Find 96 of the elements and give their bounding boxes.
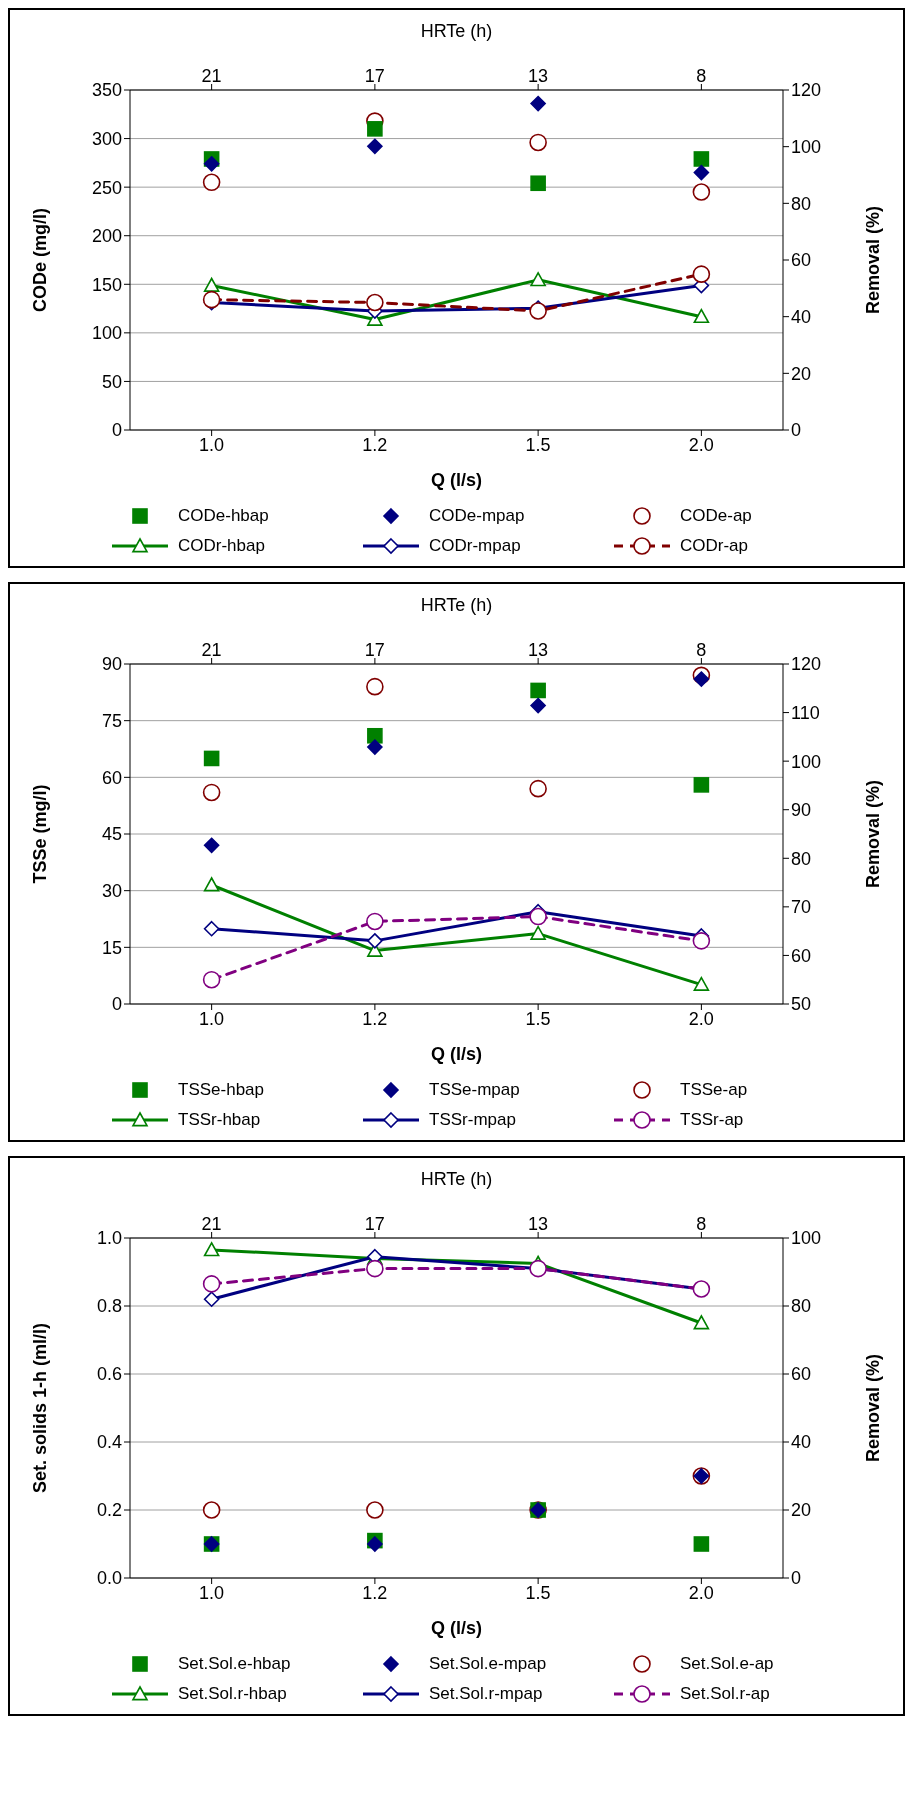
x-tick-label: 1.0 xyxy=(199,1008,225,1029)
text: 17 xyxy=(364,66,385,86)
y-tick-label: 1.0 xyxy=(96,1228,122,1249)
y2-tick-label: 60 xyxy=(791,250,812,271)
legend-label: CODr-hbap xyxy=(178,536,265,556)
y-tick-label: 0 xyxy=(111,420,122,441)
x-tick-label: 2.0 xyxy=(688,434,714,455)
y2-tick-label: 0 xyxy=(791,1568,802,1589)
text: 17 xyxy=(364,640,385,660)
legend-label: CODr-ap xyxy=(680,536,749,556)
y2-axis-title: Removal (%) xyxy=(863,779,884,889)
y-tick-label: 150 xyxy=(91,274,122,295)
y-tick-label: 0.4 xyxy=(96,1432,122,1453)
y-tick-label: 350 xyxy=(91,80,122,101)
y-tick-label: 0.8 xyxy=(96,1296,122,1317)
y-tick-label: 0 xyxy=(111,994,122,1015)
x-tick-label: 1.2 xyxy=(362,1008,388,1029)
x2-axis-title: HRTe (h) xyxy=(420,594,493,615)
y-tick-label: 30 xyxy=(101,881,122,902)
legend-label: TSSe-hbap xyxy=(178,1080,264,1100)
y-tick-label: 75 xyxy=(101,711,122,732)
y-axis-title: TSSe (mg/l) xyxy=(30,784,51,884)
legend-label: TSSr-ap xyxy=(680,1110,744,1130)
y2-tick-label: 100 xyxy=(791,751,822,772)
y-tick-label: 15 xyxy=(101,937,122,958)
y2-tick-label: 110 xyxy=(791,702,820,723)
text: 8 xyxy=(696,1214,707,1234)
y2-tick-label: 20 xyxy=(791,363,812,384)
y2-tick-label: 90 xyxy=(791,800,812,821)
text: 17 xyxy=(364,1214,385,1234)
legend-label: Set.Sol.r-hbap xyxy=(178,1684,287,1704)
y-tick-label: 0.2 xyxy=(96,1500,122,1521)
y2-tick-label: 80 xyxy=(791,848,812,869)
x-tick-label: 1.2 xyxy=(362,434,388,455)
x2-axis-title: HRTe (h) xyxy=(420,20,493,41)
text: 21 xyxy=(201,1214,222,1234)
y2-tick-label: 60 xyxy=(791,1364,812,1385)
y2-tick-label: 120 xyxy=(791,654,822,675)
text: 21 xyxy=(201,66,222,86)
y2-tick-label: 60 xyxy=(791,945,812,966)
x-tick-label: 1.5 xyxy=(525,1008,551,1029)
y2-tick-label: 80 xyxy=(791,1296,812,1317)
x-tick-label: 2.0 xyxy=(688,1582,714,1603)
legend-label: CODe-mpap xyxy=(429,506,525,526)
x-tick-label: 2.0 xyxy=(688,1008,714,1029)
legend-label: Set.Sol.e-ap xyxy=(680,1654,774,1674)
y-axis-title: CODe (mg/l) xyxy=(30,207,51,313)
legend-label: Set.Sol.e-hbap xyxy=(178,1654,291,1674)
legend-label: Set.Sol.r-mpap xyxy=(429,1684,543,1704)
y-axis-title: Set. solids 1-h (ml/l) xyxy=(30,1322,51,1494)
text: 13 xyxy=(528,1214,549,1234)
y2-tick-label: 100 xyxy=(791,1228,822,1249)
x-tick-label: 1.0 xyxy=(199,1582,225,1603)
y-tick-label: 250 xyxy=(91,177,122,198)
y2-tick-label: 40 xyxy=(791,1432,812,1453)
y-tick-label: 60 xyxy=(101,767,122,788)
legend-label: CODr-mpap xyxy=(429,536,521,556)
x-tick-label: 1.0 xyxy=(199,434,225,455)
text: 8 xyxy=(696,640,707,660)
x2-axis-title: HRTe (h) xyxy=(420,1168,493,1189)
y-tick-label: 200 xyxy=(91,226,122,247)
y-tick-label: 300 xyxy=(91,128,122,149)
y-tick-label: 50 xyxy=(101,371,122,392)
legend-label: TSSr-mpap xyxy=(429,1110,516,1130)
text: 13 xyxy=(528,640,549,660)
y2-tick-label: 80 xyxy=(791,193,812,214)
legend-label: TSSe-ap xyxy=(680,1080,748,1100)
y2-tick-label: 50 xyxy=(791,994,812,1015)
x-tick-label: 1.5 xyxy=(525,434,551,455)
y2-tick-label: 20 xyxy=(791,1500,812,1521)
y2-tick-label: 100 xyxy=(791,137,822,158)
legend-label: CODe-hbap xyxy=(178,506,269,526)
x-axis-title: Q (l/s) xyxy=(430,1044,483,1064)
legend-label: Set.Sol.r-ap xyxy=(680,1684,770,1704)
legend-label: TSSr-hbap xyxy=(178,1110,261,1130)
x-tick-label: 1.2 xyxy=(362,1582,388,1603)
y-tick-label: 90 xyxy=(101,654,122,675)
legend-label: TSSe-mpap xyxy=(429,1080,520,1100)
x-tick-label: 1.5 xyxy=(525,1582,551,1603)
text: 8 xyxy=(696,66,707,86)
y2-tick-label: 120 xyxy=(791,80,822,101)
y2-tick-label: 40 xyxy=(791,307,812,328)
legend-label: CODe-ap xyxy=(680,506,752,526)
y-tick-label: 100 xyxy=(91,323,122,344)
text: 21 xyxy=(201,640,222,660)
y2-axis-title: Removal (%) xyxy=(863,1353,884,1463)
y-tick-label: 0.0 xyxy=(96,1568,122,1589)
y-tick-label: 0.6 xyxy=(96,1364,122,1385)
y-tick-label: 45 xyxy=(101,824,122,845)
y2-axis-title: Removal (%) xyxy=(863,205,884,315)
x-axis-title: Q (l/s) xyxy=(430,470,483,490)
x-axis-title: Q (l/s) xyxy=(430,1618,483,1638)
legend-label: Set.Sol.e-mpap xyxy=(429,1654,547,1674)
y2-tick-label: 0 xyxy=(791,420,802,441)
text: 13 xyxy=(528,66,549,86)
y2-tick-label: 70 xyxy=(791,897,812,918)
